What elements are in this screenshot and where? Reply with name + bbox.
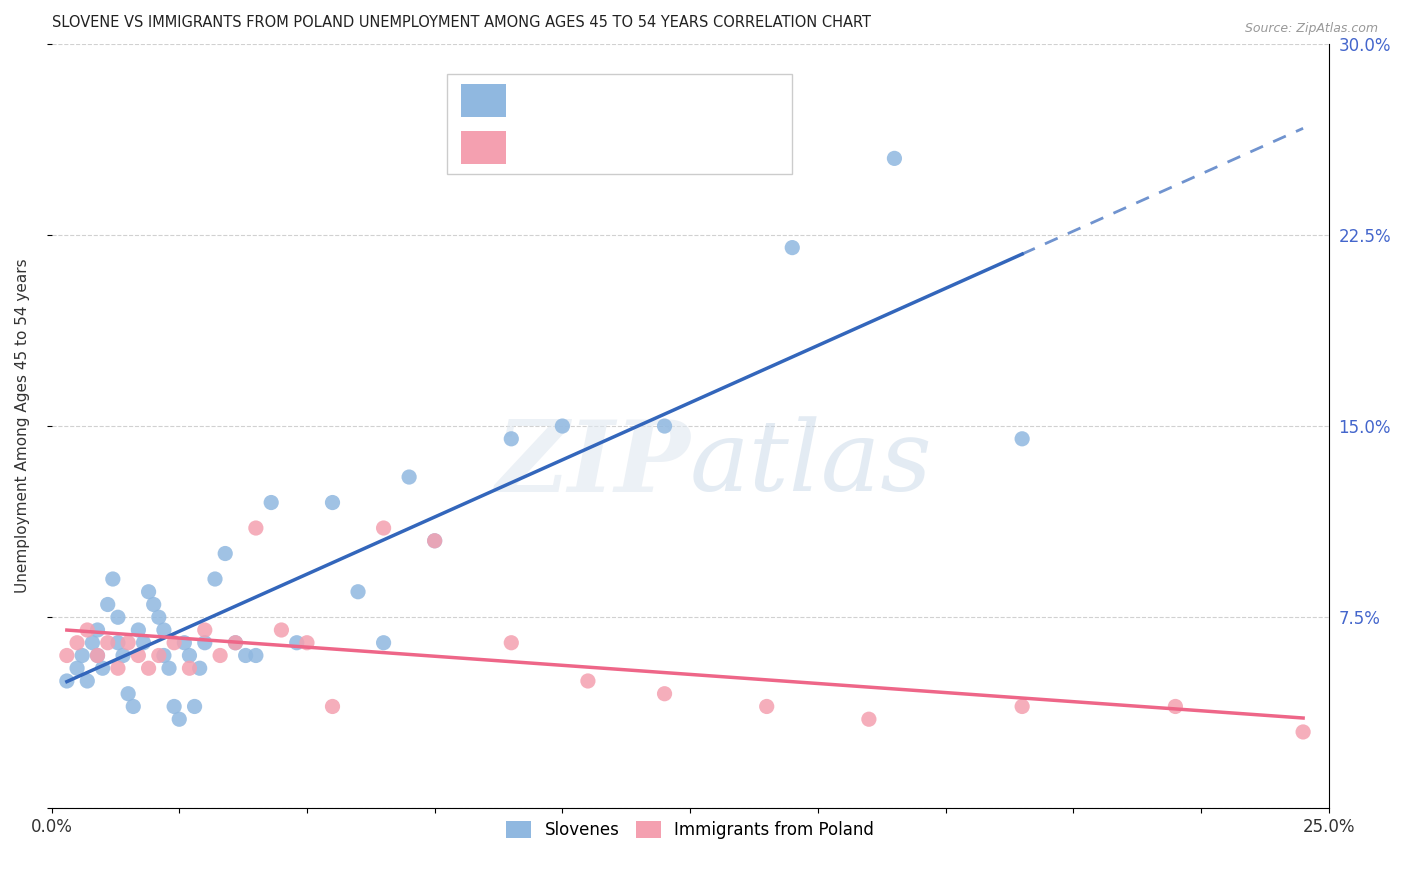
Point	[209, 648, 232, 663]
Point	[654, 687, 676, 701]
Point	[107, 636, 129, 650]
Point	[142, 598, 165, 612]
Y-axis label: Unemployment Among Ages 45 to 54 years: Unemployment Among Ages 45 to 54 years	[15, 259, 30, 593]
Point	[91, 661, 114, 675]
Point	[97, 598, 120, 612]
Point	[163, 636, 186, 650]
Point	[224, 636, 246, 650]
Point	[167, 712, 190, 726]
Point	[153, 648, 176, 663]
Point	[132, 636, 155, 650]
Point	[321, 495, 343, 509]
Point	[127, 648, 149, 663]
Point	[153, 623, 176, 637]
Point	[179, 648, 201, 663]
Point	[117, 687, 139, 701]
Point	[112, 648, 135, 663]
Point	[576, 673, 599, 688]
Point	[858, 712, 880, 726]
Point	[347, 584, 370, 599]
Point	[127, 623, 149, 637]
Point	[163, 699, 186, 714]
Legend: Slovenes, Immigrants from Poland: Slovenes, Immigrants from Poland	[499, 814, 880, 846]
Point	[551, 419, 574, 434]
Point	[1011, 432, 1033, 446]
Point	[245, 521, 267, 535]
Point	[107, 661, 129, 675]
Point	[117, 636, 139, 650]
Point	[423, 533, 446, 548]
Point	[86, 648, 108, 663]
Point	[56, 648, 79, 663]
Point	[285, 636, 308, 650]
Point	[138, 661, 160, 675]
Point	[183, 699, 205, 714]
Point	[179, 661, 201, 675]
Point	[224, 636, 246, 650]
Point	[398, 470, 420, 484]
Text: atlas: atlas	[690, 417, 932, 512]
Point	[204, 572, 226, 586]
Point	[373, 636, 395, 650]
Point	[66, 636, 89, 650]
Point	[82, 636, 104, 650]
Point	[86, 623, 108, 637]
Point	[423, 533, 446, 548]
Point	[1164, 699, 1187, 714]
Point	[107, 610, 129, 624]
Point	[66, 661, 89, 675]
Text: ZIP: ZIP	[495, 416, 690, 513]
Point	[194, 623, 217, 637]
Point	[70, 648, 93, 663]
Point	[235, 648, 257, 663]
Point	[245, 648, 267, 663]
Point	[295, 636, 318, 650]
Point	[654, 419, 676, 434]
Point	[780, 241, 803, 255]
Text: SLOVENE VS IMMIGRANTS FROM POLAND UNEMPLOYMENT AMONG AGES 45 TO 54 YEARS CORRELA: SLOVENE VS IMMIGRANTS FROM POLAND UNEMPL…	[52, 15, 870, 30]
Point	[883, 152, 905, 166]
Point	[214, 547, 236, 561]
Text: Source: ZipAtlas.com: Source: ZipAtlas.com	[1244, 22, 1378, 36]
Point	[1292, 725, 1315, 739]
Point	[122, 699, 145, 714]
Point	[501, 636, 523, 650]
Point	[755, 699, 778, 714]
Point	[101, 572, 124, 586]
Point	[76, 673, 98, 688]
Point	[260, 495, 283, 509]
Point	[148, 648, 170, 663]
Point	[194, 636, 217, 650]
Point	[157, 661, 180, 675]
Point	[373, 521, 395, 535]
Point	[188, 661, 211, 675]
Point	[1011, 699, 1033, 714]
Point	[97, 636, 120, 650]
Point	[138, 584, 160, 599]
Point	[56, 673, 79, 688]
Point	[270, 623, 292, 637]
Point	[173, 636, 195, 650]
Point	[76, 623, 98, 637]
Point	[148, 610, 170, 624]
Point	[86, 648, 108, 663]
Point	[501, 432, 523, 446]
Point	[321, 699, 343, 714]
